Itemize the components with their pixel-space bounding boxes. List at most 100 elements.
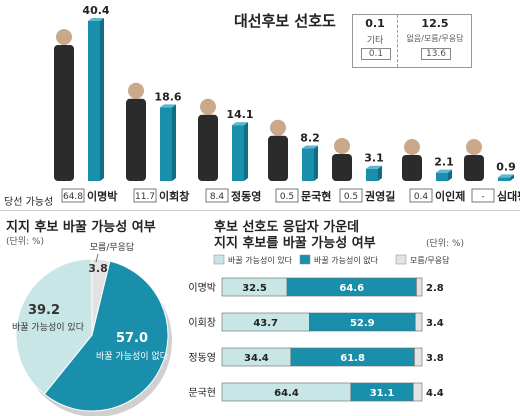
stack-value-0-0: 32.5 [242,283,267,294]
stacked-unit: (단위: %) [426,239,465,249]
candidate-name-4: 권영길 [365,190,395,203]
legend-swatch-2 [395,254,407,265]
bar-value-label-2: 14.1 [226,108,253,121]
likelihood-value-3: 0.5 [280,192,294,202]
stack-value-0-2: 2.8 [426,283,444,294]
legend-others-label: 기타 [366,36,384,46]
stack-value-2-2: 3.8 [426,353,444,364]
stacked-title-line-1: 후보 선호도 응답자 가운데 [214,220,360,235]
candidate-name-0: 이명박 [87,189,117,203]
person-head-3 [270,119,286,136]
bar-side-6 [510,174,514,181]
bar-side-0 [100,18,104,181]
bar-value-label-3: 8.2 [300,132,320,145]
row-label-3: 문국현 [188,387,216,399]
legend-undecided-label: 없음/모름/무응답 [406,34,464,43]
candidate-name-3: 문국현 [301,189,331,203]
person-head-6 [466,139,482,155]
legend-divider [397,15,398,67]
bar-side-1 [172,104,176,181]
person-body-3 [268,135,288,181]
stack-value-2-0: 34.4 [244,353,269,364]
person-head-2 [200,98,216,115]
pie-slice-0 [43,260,169,412]
pie-label-0: 바꿀 가능성이 없다 [96,351,169,362]
bar-side-5 [448,169,452,181]
legend-swatch-1 [299,254,311,265]
stack-bar-3-2 [412,382,423,402]
bar-top-2 [232,122,248,126]
bar-value-label-1: 18.6 [154,90,181,103]
legend-undecided-prev: 13.6 [421,48,451,60]
pie-chart-title: 지지 후보 바꿀 가능성 여부 [6,220,156,235]
legend-undecided-value: 12.5 [421,17,449,30]
likelihood-value-5: 0.4 [414,192,429,202]
stack-bar-1-2 [414,312,423,332]
stack-value-0-1: 64.6 [339,283,364,294]
pie-slice-1 [15,258,93,395]
bar-top-1 [160,104,176,108]
person-body-2 [198,114,218,181]
legend-label-2: 모름/무응답 [410,255,450,265]
likelihood-box-4 [339,188,363,203]
bar-6 [498,177,510,181]
bar-side-3 [314,145,318,181]
pie-value-0: 57.0 [116,331,148,346]
bar-1 [160,107,172,181]
person-head-0 [56,29,72,45]
bar-top-4 [366,165,382,169]
bar-5 [436,172,448,181]
likelihood-value-6: - [481,192,484,202]
likelihood-box-1 [133,188,157,203]
likelihood-label: 당선 가능성 [4,197,54,208]
legend-label-0: 바꿀 가능성이 있다 [228,255,293,265]
bar-side-4 [378,165,382,181]
likelihood-box-3 [275,188,299,203]
pie-label-1: 바꿀 가능성이 있다 [12,321,85,333]
legend-others-prev: 0.1 [361,48,391,60]
bar-top-6 [498,174,514,178]
stack-bar-0-2 [416,277,423,297]
candidate-name-6: 심대평 [497,189,520,203]
likelihood-box-5 [409,188,433,203]
top-legend: 0.1 기타 0.1 12.5 없음/모름/무응답 13.6 [352,14,472,68]
bar-value-label-4: 3.1 [364,152,384,165]
bar-top-3 [302,145,318,149]
person-head-1 [128,82,144,99]
likelihood-value-0: 64.8 [63,192,83,202]
row-label-0: 이명박 [188,282,216,294]
likelihood-box-0 [61,188,85,203]
bar-value-label-6: 0.9 [496,160,516,173]
bar-4 [366,168,378,181]
person-body-4 [332,153,352,181]
row-label-2: 정동영 [188,352,216,364]
legend-label-1: 바꿀 가능성이 없다 [314,255,379,265]
bar-value-label-5: 2.1 [434,156,454,169]
stack-value-2-1: 61.8 [340,353,365,364]
bar-top-0 [88,18,104,21]
stack-value-3-0: 64.4 [274,388,299,399]
person-body-1 [126,98,146,181]
likelihood-value-1: 11.7 [135,192,155,202]
person-head-5 [404,139,420,155]
candidate-name-1: 이회창 [159,189,189,203]
stack-bar-2-2 [414,347,423,367]
person-head-4 [334,137,350,154]
stacked-title-line-2: 지지 후보를 바꿀 가능성 여부 [214,236,376,251]
legend-swatch-0 [213,254,225,265]
likelihood-box-6 [471,188,495,203]
person-body-0 [54,45,74,181]
likelihood-value-4: 0.5 [344,192,358,202]
pie-leader-2 [95,253,99,263]
stack-value-3-1: 31.1 [370,388,395,399]
stack-value-1-1: 52.9 [350,318,375,329]
top-chart-title: 대선후보 선호도 [234,12,336,30]
top-bar-chart: 40.4 64.8 이명박 18.6 11.7 이회창 14.1 8.4 정동영 8.2 0.5 문국… [54,4,520,203]
pie-value-2: 3.8 [88,262,108,275]
bar-top-5 [436,169,452,173]
candidate-name-2: 정동영 [231,189,261,203]
pie-value-1: 39.2 [28,303,60,318]
person-body-5 [402,155,422,181]
